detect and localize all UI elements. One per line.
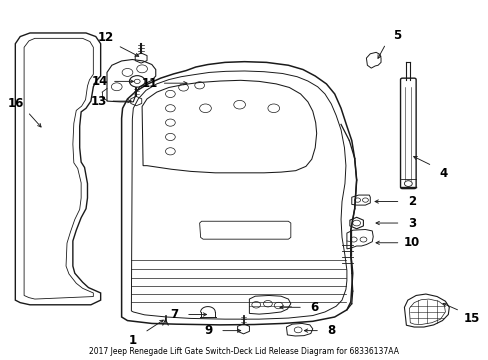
Text: 7: 7 [170,308,178,321]
Text: 13: 13 [90,95,106,108]
Text: 12: 12 [98,31,114,44]
Text: 4: 4 [439,167,447,180]
Text: 2: 2 [407,195,415,208]
Text: 10: 10 [403,236,420,249]
Text: 9: 9 [204,324,212,337]
Text: 3: 3 [407,216,415,230]
Text: 11: 11 [142,77,158,90]
Text: 14: 14 [92,75,108,88]
Text: 1: 1 [128,334,137,347]
Text: 8: 8 [327,324,335,337]
Text: 5: 5 [393,29,401,42]
Text: 2017 Jeep Renegade Lift Gate Switch-Deck Lid Release Diagram for 68336137AA: 2017 Jeep Renegade Lift Gate Switch-Deck… [89,347,399,356]
Text: 15: 15 [463,312,479,325]
Text: 16: 16 [8,98,24,111]
Text: 6: 6 [310,301,318,314]
